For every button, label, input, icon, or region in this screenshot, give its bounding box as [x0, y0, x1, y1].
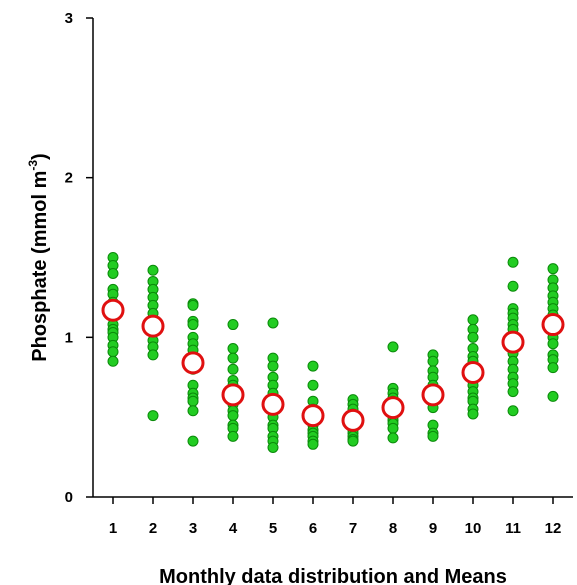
data-point	[547, 338, 559, 350]
data-point	[147, 349, 159, 361]
data-point	[187, 395, 199, 407]
data-point	[227, 319, 239, 331]
y-tick-label: 3	[65, 10, 73, 27]
x-tick-label: 11	[505, 520, 521, 537]
data-point	[227, 410, 239, 422]
y-tick-label: 1	[65, 329, 73, 346]
data-point	[387, 432, 399, 444]
data-point	[267, 317, 279, 329]
data-points	[107, 252, 559, 454]
data-point	[187, 405, 199, 417]
data-point	[187, 435, 199, 447]
x-tick-label: 10	[465, 520, 482, 537]
mean-markers	[101, 298, 565, 432]
y-axis-title-close: )	[29, 153, 51, 160]
x-tick-label: 2	[149, 520, 157, 537]
data-point	[307, 360, 319, 372]
data-point	[387, 341, 399, 353]
data-point	[467, 331, 479, 343]
x-tick-label: 12	[545, 520, 562, 537]
x-tick-label: 1	[109, 520, 117, 537]
mean-marker	[101, 298, 125, 322]
y-tick-label: 0	[65, 489, 73, 506]
data-point	[267, 442, 279, 454]
y-axis-title: Phosphate (mmol m-3)	[26, 153, 51, 361]
data-point	[187, 319, 199, 331]
x-tick-label: 5	[269, 520, 277, 537]
mean-marker	[461, 360, 485, 384]
x-tick-label: 7	[349, 520, 357, 537]
data-point	[387, 422, 399, 434]
y-axis-title-superscript: -3	[26, 160, 40, 171]
mean-marker	[181, 351, 205, 375]
mean-marker	[141, 314, 165, 338]
axes	[92, 18, 573, 498]
y-ticks: 0 1 2 3	[65, 10, 93, 506]
data-point	[307, 438, 319, 450]
data-point	[467, 314, 479, 326]
data-point	[427, 430, 439, 442]
y-axis-title-main: Phosphate (mmol m	[29, 171, 51, 362]
data-point	[147, 264, 159, 276]
data-point	[507, 280, 519, 292]
mean-marker	[381, 396, 405, 420]
data-point	[227, 430, 239, 442]
data-point	[347, 435, 359, 447]
data-point	[187, 299, 199, 311]
data-point	[507, 405, 519, 417]
x-tick-label: 9	[429, 520, 437, 537]
data-point	[227, 352, 239, 364]
x-tick-label: 3	[189, 520, 197, 537]
mean-marker	[261, 392, 285, 416]
data-point	[227, 343, 239, 355]
data-point	[147, 410, 159, 422]
data-point	[547, 263, 559, 275]
mean-marker	[221, 383, 245, 407]
data-point	[427, 355, 439, 367]
mean-marker	[501, 330, 525, 354]
data-point	[107, 267, 119, 279]
x-tick-label: 4	[229, 520, 238, 537]
mean-marker	[301, 404, 325, 428]
data-point	[507, 386, 519, 398]
data-point	[107, 346, 119, 358]
mean-marker	[421, 383, 445, 407]
mean-marker	[541, 313, 565, 337]
data-point	[307, 379, 319, 391]
data-point	[107, 355, 119, 367]
data-point	[547, 390, 559, 402]
data-point	[507, 256, 519, 268]
data-point	[547, 362, 559, 374]
x-tick-label: 6	[309, 520, 317, 537]
data-point	[467, 408, 479, 420]
data-point	[227, 363, 239, 375]
y-tick-label: 2	[65, 170, 73, 187]
x-axis-title: Monthly data distribution and Means	[159, 566, 507, 585]
data-point	[267, 360, 279, 372]
x-tick-label: 8	[389, 520, 397, 537]
mean-marker	[341, 408, 365, 432]
x-ticks: 1 2 3 4 5 6 7 8 9 10 11 12	[109, 497, 562, 537]
